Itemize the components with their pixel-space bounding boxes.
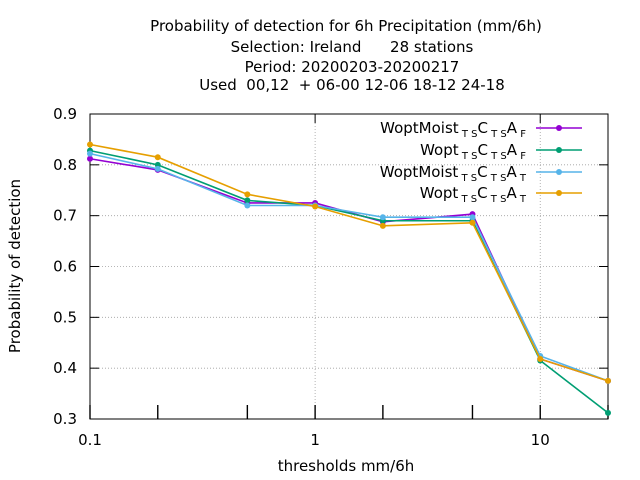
title-line-4: Used 00,12 + 06-00 12-06 18-12 24-18 bbox=[199, 76, 505, 94]
data-point bbox=[87, 141, 93, 148]
data-point bbox=[469, 219, 476, 226]
y-tick-label: 0.3 bbox=[53, 410, 77, 428]
series-line bbox=[89, 157, 609, 382]
y-tick-label: 0.8 bbox=[53, 156, 77, 174]
chart-title: Probability of detection for 6h Precipit… bbox=[150, 17, 542, 94]
x-tick-label: 10 bbox=[531, 431, 550, 449]
legend-label: WoptMoist T SC T SA T bbox=[380, 163, 527, 184]
legend-entry: Wopt T SC T SA T bbox=[420, 184, 582, 205]
legend-marker bbox=[556, 190, 562, 196]
y-axis-label: Probability of detection bbox=[6, 179, 24, 353]
data-point bbox=[537, 356, 544, 363]
data-point bbox=[244, 202, 251, 209]
legend-entry: WoptMoist T SC T SA T bbox=[380, 163, 582, 184]
series-4 bbox=[87, 141, 611, 384]
data-point bbox=[87, 155, 93, 162]
y-tick-label: 0.7 bbox=[53, 207, 77, 225]
legend-marker bbox=[556, 147, 562, 153]
data-point bbox=[605, 409, 611, 416]
y-tick-label: 0.5 bbox=[53, 308, 77, 326]
y-tick-label: 0.4 bbox=[53, 359, 77, 377]
data-point bbox=[469, 214, 476, 221]
series-3 bbox=[87, 150, 611, 384]
series-line bbox=[89, 149, 609, 414]
legend-label: Wopt T SC T SA T bbox=[420, 184, 527, 205]
data-point bbox=[312, 203, 319, 210]
x-axis-label: thresholds mm/6h bbox=[278, 457, 415, 475]
grid bbox=[90, 114, 608, 419]
legend-marker bbox=[556, 125, 562, 131]
legend-label: Wopt T SC T SA F bbox=[420, 141, 526, 162]
legend-label: WoptMoist T SC T SA F bbox=[380, 119, 526, 140]
tick-labels: 0.3 0.4 0.5 0.6 0.7 0.8 0.9 0.1 1 10 bbox=[53, 105, 550, 449]
series-line bbox=[89, 152, 609, 382]
axis-ticks bbox=[89, 113, 609, 420]
series-2 bbox=[87, 147, 611, 416]
data-point bbox=[244, 197, 251, 204]
y-tick-label: 0.6 bbox=[53, 258, 77, 276]
data-point bbox=[154, 165, 161, 172]
series-layer bbox=[87, 141, 611, 416]
legend-entry: Wopt T SC T SA F bbox=[420, 141, 582, 162]
series-line bbox=[89, 143, 609, 382]
data-point bbox=[244, 191, 251, 198]
title-line-3: Period: 20200203-20200217 bbox=[245, 58, 460, 76]
title-line-1: Probability of detection for 6h Precipit… bbox=[150, 17, 542, 35]
y-tick-label: 0.9 bbox=[53, 105, 77, 123]
data-point bbox=[605, 377, 611, 384]
title-line-2: Selection: Ireland 28 stations bbox=[231, 38, 474, 56]
x-tick-label: 0.1 bbox=[78, 431, 102, 449]
data-point bbox=[87, 150, 93, 157]
x-tick-label: 1 bbox=[310, 431, 320, 449]
series-1 bbox=[87, 155, 611, 384]
legend-entry: WoptMoist T SC T SA F bbox=[380, 119, 582, 140]
data-point bbox=[154, 154, 161, 161]
legend-marker bbox=[556, 169, 562, 175]
data-point bbox=[379, 222, 386, 229]
data-point bbox=[379, 214, 386, 221]
